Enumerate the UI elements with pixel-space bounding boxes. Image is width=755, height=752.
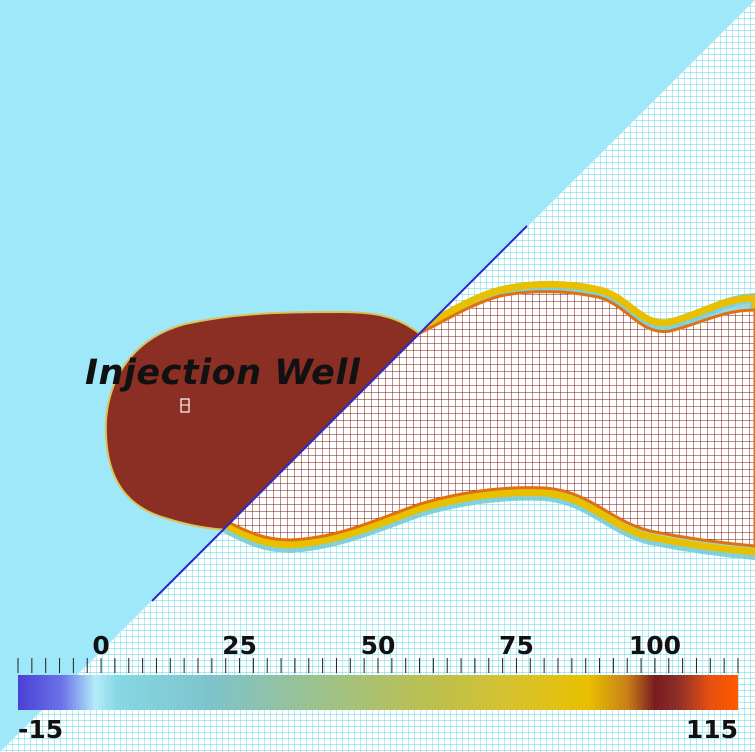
colorbar-tick-labels: 0 25 50 75 100	[92, 631, 681, 660]
colorbar-tick-label: 50	[361, 631, 396, 660]
colorbar-min-label: -15	[18, 715, 63, 744]
colorbar-tick-label: 100	[629, 631, 681, 660]
plume-front-yellow	[219, 280, 755, 556]
color-legend: 0 25 50 75 100 -15 115	[17, 631, 739, 744]
colorbar-tick-label: 0	[92, 631, 109, 660]
injection-well-label: Injection Well	[85, 353, 361, 393]
plume-mesh	[225, 290, 755, 548]
colorbar-tick-label: 75	[499, 631, 534, 660]
colorbar	[18, 675, 738, 710]
cut-plane-line	[151, 225, 528, 602]
colorbar-tick-label: 25	[222, 631, 257, 660]
colorbar-max-label: 115	[686, 715, 738, 744]
